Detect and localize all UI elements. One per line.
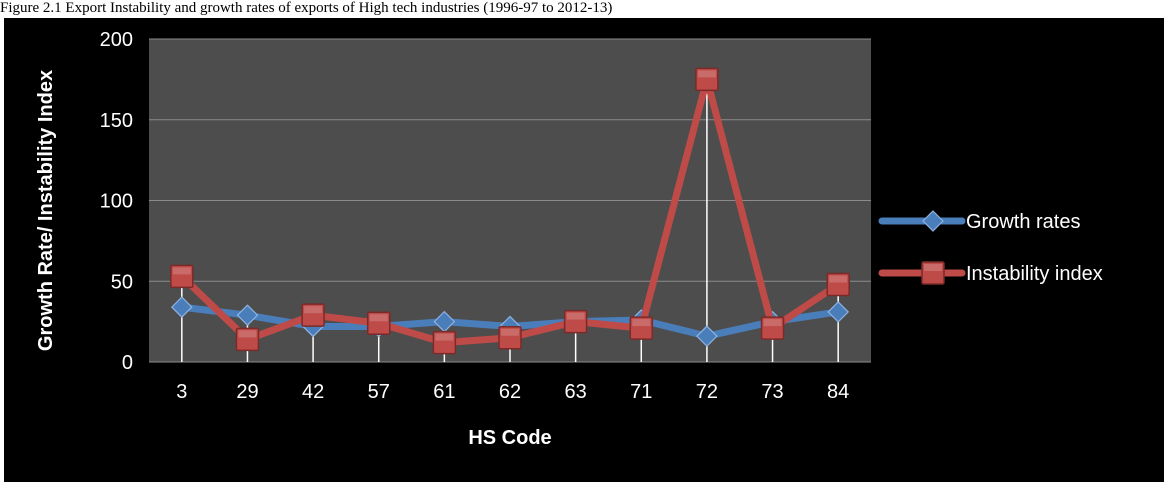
square-marker-highlight bbox=[566, 312, 585, 320]
line-chart: 0 50 100 150 200 3 29 42 57 61 62 63 71 72 73 84 Growt… bbox=[35, 29, 1103, 449]
x-axis-title: HS Code bbox=[468, 427, 551, 449]
square-marker-highlight bbox=[501, 328, 519, 336]
y-axis-ticks: 0 50 100 150 200 bbox=[100, 29, 133, 374]
legend-label: Instability index bbox=[966, 263, 1103, 285]
square-marker bbox=[301, 303, 325, 327]
square-marker-highlight bbox=[632, 319, 651, 327]
gridlines bbox=[149, 38, 871, 363]
x-tick-label: 73 bbox=[761, 381, 783, 403]
square-marker-highlight bbox=[435, 333, 454, 341]
y-axis-title: Growth Rate/ Instability Index bbox=[35, 70, 57, 351]
square-marker bbox=[498, 326, 522, 350]
x-tick-label: 29 bbox=[236, 381, 258, 403]
legend-item: Growth rates bbox=[878, 210, 1080, 233]
square-marker bbox=[366, 311, 391, 335]
square-marker bbox=[235, 327, 260, 352]
square-marker bbox=[695, 67, 719, 92]
x-tick-label: 3 bbox=[176, 381, 187, 403]
y-tick-label: 150 bbox=[100, 110, 133, 132]
y-tick-label: 100 bbox=[100, 191, 133, 213]
square-marker bbox=[760, 316, 785, 340]
square-marker bbox=[563, 309, 588, 334]
diamond-marker bbox=[696, 325, 718, 348]
square-marker bbox=[432, 330, 457, 355]
series-group bbox=[170, 67, 850, 355]
square-marker-highlight bbox=[304, 306, 323, 314]
square-marker bbox=[170, 264, 194, 289]
x-tick-label: 57 bbox=[368, 381, 390, 403]
x-tick-label: 71 bbox=[630, 381, 652, 403]
square-marker-highlight bbox=[829, 275, 848, 283]
x-tick-label: 72 bbox=[696, 381, 718, 403]
diamond-marker bbox=[170, 296, 193, 318]
square-marker-highlight bbox=[238, 330, 257, 338]
y-tick-label: 0 bbox=[122, 352, 133, 374]
square-marker-highlight bbox=[924, 264, 942, 271]
diamond-marker bbox=[827, 301, 850, 323]
x-tick-label: 84 bbox=[827, 381, 849, 403]
y-tick-label: 50 bbox=[111, 271, 133, 293]
square-marker bbox=[629, 316, 654, 340]
square-marker bbox=[826, 272, 850, 297]
x-tick-label: 62 bbox=[499, 381, 521, 403]
x-tick-label: 42 bbox=[302, 381, 324, 403]
square-marker bbox=[921, 261, 945, 285]
legend-item: Instability index bbox=[878, 261, 1103, 285]
x-tick-label: 63 bbox=[565, 381, 587, 403]
square-marker-highlight bbox=[369, 314, 388, 322]
square-marker-highlight bbox=[697, 70, 716, 78]
series-instability-index bbox=[170, 67, 850, 355]
diamond-marker bbox=[922, 210, 944, 232]
legend-label: Growth rates bbox=[966, 211, 1080, 233]
y-tick-label: 200 bbox=[100, 29, 133, 51]
chart-frame: 0 50 100 150 200 3 29 42 57 61 62 63 71 72 73 84 Growt… bbox=[4, 18, 1164, 482]
square-marker-highlight bbox=[172, 267, 191, 275]
diamond-marker bbox=[236, 304, 259, 327]
x-tick-label: 61 bbox=[433, 381, 455, 403]
square-marker-highlight bbox=[763, 319, 782, 327]
x-axis-ticks: 3 29 42 57 61 62 63 71 72 73 84 bbox=[176, 381, 849, 403]
figure-caption: Figure 2.1 Export Instability and growth… bbox=[0, 0, 613, 16]
legend: Growth rates Instability index bbox=[878, 210, 1103, 285]
